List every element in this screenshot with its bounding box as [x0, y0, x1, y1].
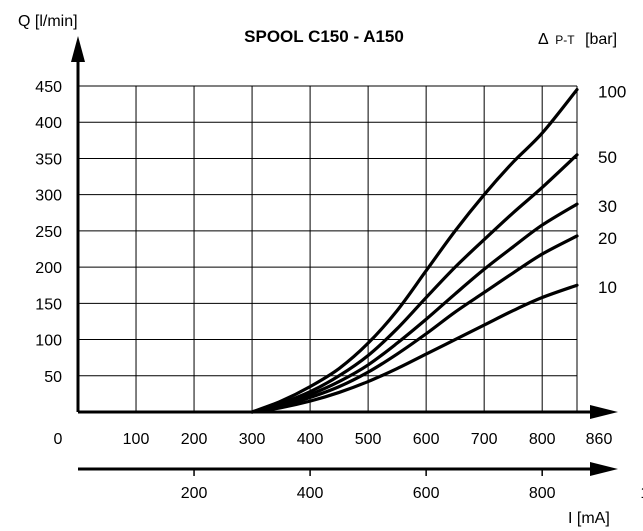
y-axis-label: Q [l/min] — [18, 13, 78, 30]
secondary-tick-label-2: 600 — [413, 485, 440, 502]
chart-title: SPOOL C150 - A150 — [244, 27, 404, 46]
x-tick-label-origin: 0 — [54, 431, 63, 448]
series-line-20 — [250, 234, 579, 414]
y-tick-label-1: 100 — [35, 333, 62, 350]
x-tick-label-5: 600 — [413, 431, 440, 448]
secondary-axis-label: I [mA] — [568, 510, 610, 527]
series-line-30 — [250, 202, 579, 414]
y-tick-label-6: 350 — [35, 151, 62, 168]
series-label-20: 20 — [598, 229, 617, 248]
legend-title: Δ P-T [bar] — [538, 31, 617, 48]
x-tick-label-0: 100 — [123, 431, 150, 448]
legend-title-symbol: Δ — [538, 31, 549, 48]
series-label-10: 10 — [598, 278, 617, 297]
y-tick-label-3: 200 — [35, 260, 62, 277]
series-line-100 — [250, 88, 579, 414]
y-axis-arrow — [71, 36, 85, 62]
series-lines: 100 50 30 20 10 — [250, 83, 626, 414]
series-label-30: 30 — [598, 197, 617, 216]
y-tick-label-8: 450 — [35, 79, 62, 96]
tick-labels: 50 100 150 200 250 300 350 400 450 0 100 200 300 400 5… — [35, 79, 612, 448]
secondary-axis-arrow — [590, 462, 618, 476]
x-tick-label-8: 860 — [586, 431, 613, 448]
secondary-tick-label-0: 200 — [181, 485, 208, 502]
x-tick-label-3: 400 — [297, 431, 324, 448]
secondary-tick-label-1: 400 — [297, 485, 324, 502]
y-tick-label-4: 250 — [35, 224, 62, 241]
axes — [71, 36, 618, 419]
x-axis-arrow — [590, 405, 618, 419]
series-label-100: 100 — [598, 83, 626, 102]
legend-title-unit: [bar] — [585, 31, 617, 48]
secondary-tick-label-4: 1000 — [640, 485, 643, 502]
secondary-axis: 20040060080010001200140016001880 — [78, 462, 643, 502]
legend-title-sub: P-T — [555, 33, 575, 47]
series-line-50 — [250, 153, 579, 414]
y-tick-label-7: 400 — [35, 115, 62, 132]
y-tick-label-2: 150 — [35, 296, 62, 313]
y-tick-label-5: 300 — [35, 188, 62, 205]
x-tick-label-4: 500 — [355, 431, 382, 448]
y-tick-label-0: 50 — [44, 369, 62, 386]
series-label-50: 50 — [598, 148, 617, 167]
series-line-10 — [250, 283, 579, 414]
x-tick-label-2: 300 — [239, 431, 266, 448]
grid — [78, 85, 578, 412]
x-tick-label-6: 700 — [471, 431, 498, 448]
secondary-tick-label-3: 800 — [529, 485, 556, 502]
x-tick-label-1: 200 — [181, 431, 208, 448]
x-tick-label-7: 800 — [529, 431, 556, 448]
